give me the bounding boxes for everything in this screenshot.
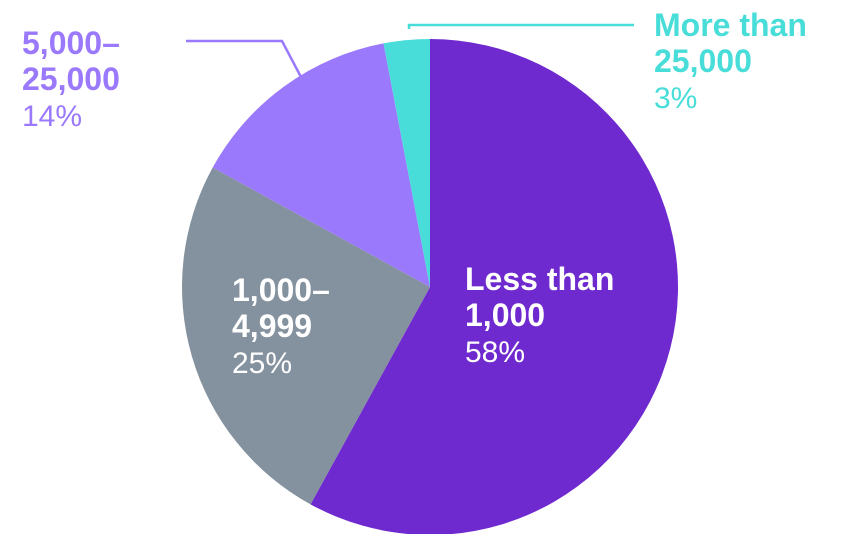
slice-category-line: 4,999 <box>232 307 313 344</box>
leader-line-more-than-25000 <box>407 23 634 29</box>
slice-category: Less than 1,000 <box>465 261 615 334</box>
slice-category-line: 1,000 <box>465 296 546 333</box>
slice-category-line: 5,000– <box>22 25 120 61</box>
slice-label-1000-4999: 1,000– 4,999 25% <box>232 272 330 380</box>
slice-percent: 14% <box>22 99 83 133</box>
slice-label-less-than-1000: Less than 1,000 58% <box>465 261 615 369</box>
pie-slice-3 <box>383 39 430 287</box>
slice-category-line: 25,000 <box>22 60 120 97</box>
pie-slice-0 <box>310 39 678 534</box>
slice-category: 1,000– 4,999 <box>232 272 330 345</box>
leader-line-5000-25000 <box>186 39 303 78</box>
slice-percent: 25% <box>232 346 293 380</box>
slice-percent: 58% <box>465 335 526 369</box>
slice-category-line: 1,000– <box>232 272 330 308</box>
slice-category-line: Less than <box>465 261 615 297</box>
slice-category: 5,000– 25,000 <box>22 25 120 98</box>
pie-slice-1 <box>182 167 430 505</box>
slice-percent: 3% <box>654 81 698 115</box>
slice-category-line: More than <box>654 7 807 43</box>
slice-label-more-than-25000: More than 25,000 3% <box>654 7 807 115</box>
slice-category: More than 25,000 <box>654 7 807 80</box>
slice-category-line: 25,000 <box>654 42 752 79</box>
slice-label-5000-25000: 5,000– 25,000 14% <box>22 25 120 133</box>
pie-slice-2 <box>212 43 430 287</box>
